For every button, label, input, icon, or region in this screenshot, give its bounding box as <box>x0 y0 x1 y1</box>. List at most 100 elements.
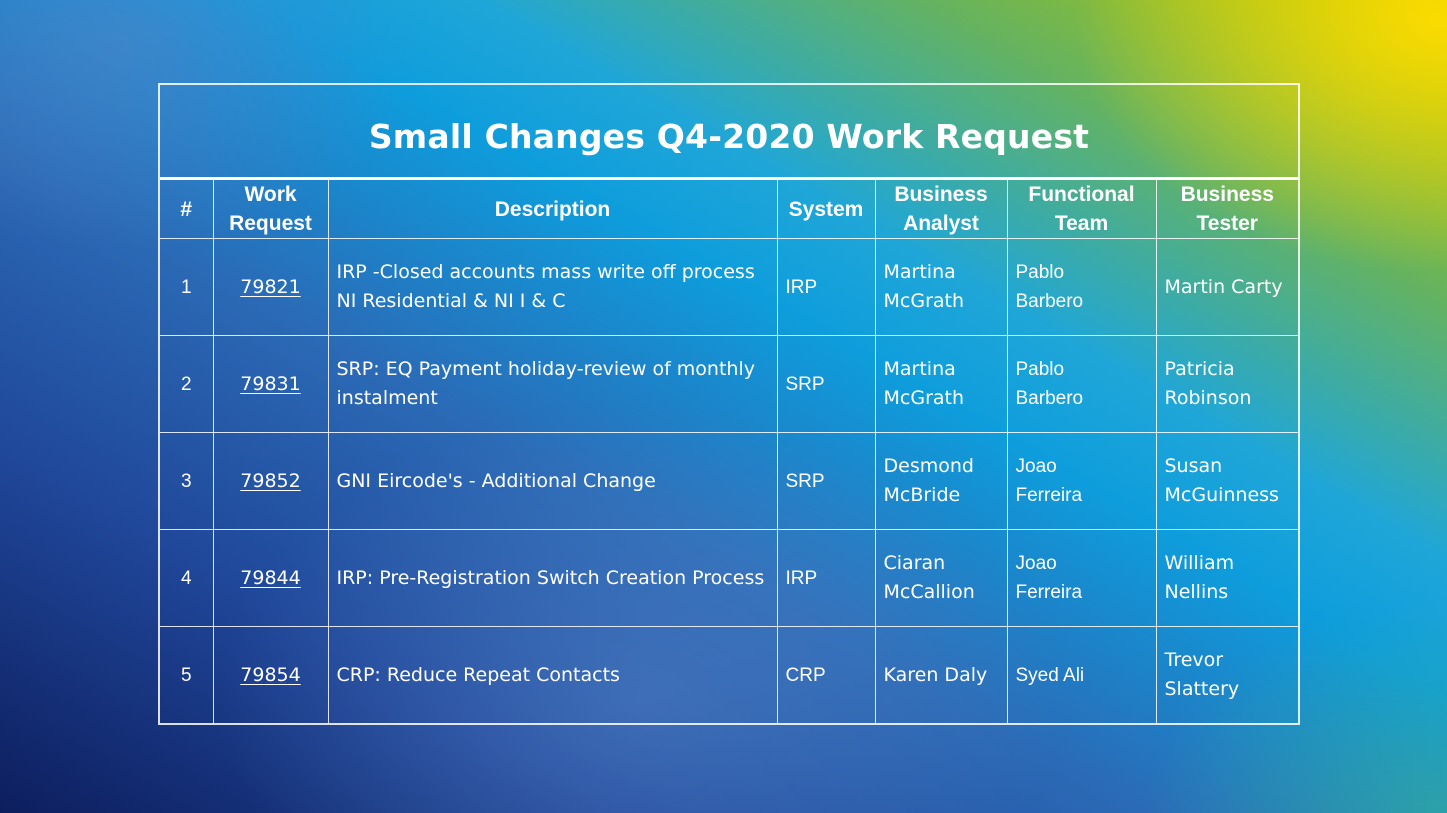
work-request-cell: 79831 <box>212 335 329 433</box>
functional-team-cell: Joao Ferreira <box>1006 529 1157 627</box>
system-text: IRP <box>785 567 818 589</box>
description-cell: SRP: EQ Payment holiday-review of monthl… <box>327 335 778 433</box>
description-line: IRP: Pre-Registration Switch Creation Pr… <box>336 566 765 589</box>
business-tester-line: McGuinness <box>1164 484 1279 506</box>
col-header-line: Business <box>894 183 988 206</box>
row-number: 3 <box>160 432 214 530</box>
functional-team-line: Joao <box>1015 553 1057 574</box>
business-tester-line: Trevor <box>1164 649 1224 672</box>
description-line: CRP: Reduce Repeat Contacts <box>336 663 620 686</box>
business-analyst-line: McGrath <box>883 290 965 312</box>
business-tester-line: Robinson <box>1164 387 1252 409</box>
description-cell: GNI Eircode's - Additional Change <box>327 432 778 530</box>
business-analyst-line: McGrath <box>883 387 965 409</box>
business-analyst-line: Karen Daly <box>883 663 988 686</box>
system-cell: IRP <box>776 529 876 627</box>
work-request-cell: 79854 <box>212 626 329 724</box>
business-analyst-line: Martina <box>883 358 956 380</box>
work-request-link[interactable]: 79831 <box>240 372 301 395</box>
business-analyst-cell: Ciaran McCallion <box>874 529 1008 627</box>
row-number: 5 <box>160 626 214 724</box>
work-request-cell: 79852 <box>212 432 329 530</box>
business-tester-line: Susan <box>1164 455 1223 477</box>
functional-team-line: Pablo <box>1015 359 1065 380</box>
system-text: SRP <box>785 470 825 492</box>
functional-team-cell: Pablo Barbero <box>1006 335 1157 433</box>
system-text: SRP <box>785 373 825 395</box>
col-header-description: Description <box>327 180 778 239</box>
system-cell: CRP <box>776 626 876 724</box>
table-row: 2 79831 SRP: EQ Payment holiday-review of … <box>160 335 1298 433</box>
functional-team-line: Syed Ali <box>1015 664 1085 686</box>
functional-team-line: Pablo <box>1015 262 1065 283</box>
business-tester-line: William <box>1164 552 1235 574</box>
business-analyst-cell: Martina McGrath <box>874 335 1008 433</box>
col-header-line: Functional <box>1028 183 1135 206</box>
row-number: 2 <box>160 335 214 433</box>
functional-team-cell: Joao Ferreira <box>1006 432 1157 530</box>
business-tester-cell: Patricia Robinson <box>1155 335 1298 433</box>
work-request-cell: 79844 <box>212 529 329 627</box>
work-request-link[interactable]: 79852 <box>240 469 301 492</box>
row-number-text: 4 <box>180 567 192 589</box>
business-analyst-line: Martina <box>883 261 956 283</box>
row-number-text: 2 <box>180 373 192 395</box>
col-header-system: System <box>776 180 876 239</box>
business-tester-cell: Martin Carty <box>1155 238 1298 336</box>
business-tester-line: Patricia <box>1164 358 1235 380</box>
work-request-cell: 79821 <box>212 238 329 336</box>
system-cell: IRP <box>776 238 876 336</box>
description-cell: CRP: Reduce Repeat Contacts <box>327 626 778 724</box>
business-tester-line: Martin Carty <box>1164 275 1283 298</box>
description-line: instalment <box>336 387 438 409</box>
description-line: IRP -Closed accounts mass write off proc… <box>336 261 755 283</box>
functional-team-line: Ferreira <box>1015 485 1083 506</box>
business-tester-cell: Trevor Slattery <box>1155 626 1298 724</box>
col-header-num: # <box>160 180 214 239</box>
functional-team-line: Ferreira <box>1015 582 1083 603</box>
business-tester-cell: William Nellins <box>1155 529 1298 627</box>
row-number: 4 <box>160 529 214 627</box>
functional-team-cell: Pablo Barbero <box>1006 238 1157 336</box>
col-header-line: Analyst <box>903 212 979 235</box>
system-cell: SRP <box>776 335 876 433</box>
business-analyst-line: Desmond <box>883 455 974 477</box>
col-header-line: Request <box>229 212 312 235</box>
business-tester-line: Slattery <box>1164 678 1240 701</box>
description-line: SRP: EQ Payment holiday-review of monthl… <box>336 358 756 380</box>
row-number: 1 <box>160 238 214 336</box>
page-title: Small Changes Q4-2020 Work Request <box>368 116 1090 156</box>
description-cell: IRP: Pre-Registration Switch Creation Pr… <box>327 529 778 627</box>
business-analyst-cell: Martina McGrath <box>874 238 1008 336</box>
work-request-link[interactable]: 79821 <box>240 275 301 298</box>
col-header-line: Work <box>244 183 297 206</box>
work-request-link[interactable]: 79854 <box>240 663 301 686</box>
business-tester-line: Nellins <box>1164 581 1229 603</box>
business-analyst-cell: Desmond McBride <box>874 432 1008 530</box>
business-analyst-line: McBride <box>883 484 961 506</box>
system-cell: SRP <box>776 432 876 530</box>
description-line: GNI Eircode's - Additional Change <box>336 469 656 492</box>
table-row: 5 79854 CRP: Reduce Repeat Contacts CRP Kare… <box>160 626 1298 724</box>
title-bar: Small Changes Q4-2020 Work Request <box>160 85 1298 180</box>
description-line: NI Residential & NI I & C <box>336 290 566 312</box>
col-header-work-request: Work Request <box>212 180 329 239</box>
functional-team-line: Barbero <box>1015 388 1084 409</box>
row-number-text: 1 <box>180 276 192 298</box>
col-header-line: Team <box>1054 212 1109 235</box>
table-row: 1 79821 IRP -Closed accounts mass write of… <box>160 238 1298 336</box>
col-header-line: Tester <box>1196 212 1258 235</box>
work-request-link[interactable]: 79844 <box>240 566 301 589</box>
description-cell: IRP -Closed accounts mass write off proc… <box>327 238 778 336</box>
col-header-business-tester: Business Tester <box>1155 180 1298 239</box>
business-tester-cell: Susan McGuinness <box>1155 432 1298 530</box>
table-row: 3 79852 GNI Eircode's - Additional Change S… <box>160 432 1298 530</box>
col-header-functional-team: Functional Team <box>1006 180 1157 239</box>
business-analyst-line: Ciaran <box>883 552 946 574</box>
col-header-line: Business <box>1180 183 1274 206</box>
system-text: CRP <box>785 664 826 686</box>
functional-team-line: Joao <box>1015 456 1057 477</box>
work-request-table: # Work Request Description System Busine… <box>160 180 1298 724</box>
system-text: IRP <box>785 276 818 298</box>
business-analyst-cell: Karen Daly <box>874 626 1008 724</box>
